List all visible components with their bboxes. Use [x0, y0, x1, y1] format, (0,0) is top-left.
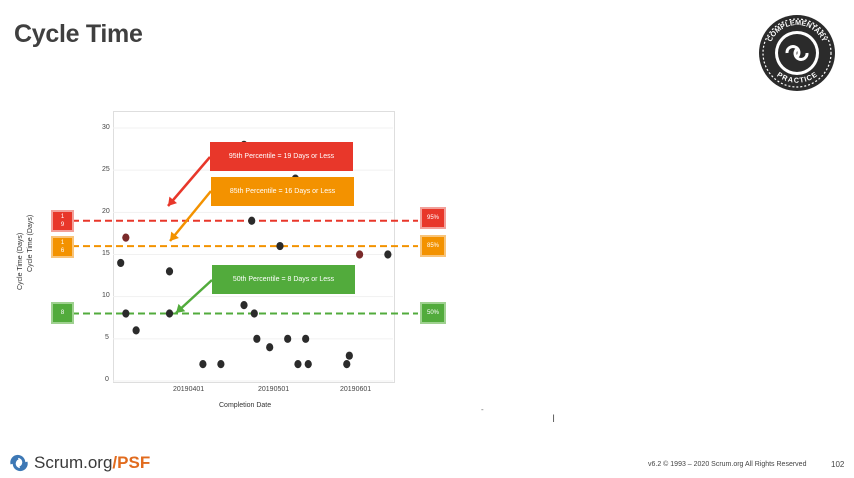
- copyright-text: v6.2 © 1993 – 2020 Scrum.org All Rights …: [648, 461, 807, 468]
- footer-brand: Scrum.org/PSF: [34, 453, 151, 472]
- data-point: [250, 309, 258, 318]
- data-point: [248, 216, 256, 225]
- data-point: [276, 241, 284, 251]
- y-tick-0: 0: [105, 376, 109, 383]
- callout-50-percentile: 50th Percentile = 8 Days or Less: [212, 265, 355, 294]
- scrum-org-logo: Scrum.org/PSF: [8, 452, 150, 474]
- data-point: [253, 334, 261, 343]
- right-box-95: 95%: [420, 207, 446, 229]
- right-box-50: 50%: [420, 302, 446, 324]
- left-box-85: 1 6: [51, 236, 74, 258]
- page-number: 102: [831, 460, 845, 469]
- x-tick-20190601: 20190601: [340, 386, 372, 393]
- data-point: [132, 326, 140, 335]
- data-point: [266, 343, 274, 352]
- data-point: [165, 309, 174, 318]
- complementary-practice-badge-icon: COMPLEMENTARY PRACTICE: [759, 15, 835, 91]
- callout-95-percentile: 95th Percentile = 19 Days or Less: [210, 142, 353, 171]
- stray-dash-mark: -: [481, 405, 484, 414]
- x-axis-label: Completion Date: [219, 402, 272, 409]
- callout-85-percentile: 85th Percentile = 16 Days or Less: [211, 177, 354, 206]
- data-point: [217, 360, 225, 369]
- data-point: [199, 360, 207, 369]
- arrow-85-line: [169, 190, 212, 242]
- arrow-95-line: [167, 156, 211, 207]
- x-tick-20190501: 20190501: [258, 386, 290, 393]
- data-point: [122, 309, 130, 318]
- data-point: [345, 351, 353, 360]
- data-point: [304, 360, 312, 369]
- left-box-50: 8: [51, 302, 74, 324]
- y-tick-20: 20: [102, 208, 110, 215]
- data-point: [165, 267, 174, 276]
- text-cursor-icon: I: [552, 413, 556, 425]
- data-point: [117, 258, 125, 268]
- svg-text:PRACTICE: PRACTICE: [775, 70, 818, 85]
- arrow-85-head: [170, 231, 179, 241]
- y-tick-5: 5: [105, 334, 109, 341]
- arrow-95-head: [168, 196, 178, 206]
- scrum-org-logo-icon: [10, 454, 28, 472]
- data-point: [356, 250, 364, 259]
- slide-title: Cycle Time: [14, 20, 143, 48]
- y-tick-30: 30: [102, 124, 110, 131]
- badge-text-bottom: PRACTICE: [775, 70, 818, 85]
- arrow-50-line: [175, 279, 213, 314]
- right-box-85: 85%: [420, 235, 446, 257]
- data-point: [294, 360, 302, 369]
- x-tick-20190401: 20190401: [173, 386, 205, 393]
- y-tick-25: 25: [102, 166, 110, 173]
- data-point: [302, 334, 310, 343]
- arrow-50-head: [176, 303, 186, 313]
- data-point: [240, 301, 248, 310]
- data-point: [122, 233, 130, 242]
- data-point: [384, 250, 392, 259]
- y-tick-15: 15: [102, 250, 110, 257]
- y-tick-10: 10: [102, 292, 110, 299]
- data-point: [343, 360, 351, 369]
- data-point: [284, 334, 292, 343]
- left-box-95: 1 9: [51, 210, 74, 232]
